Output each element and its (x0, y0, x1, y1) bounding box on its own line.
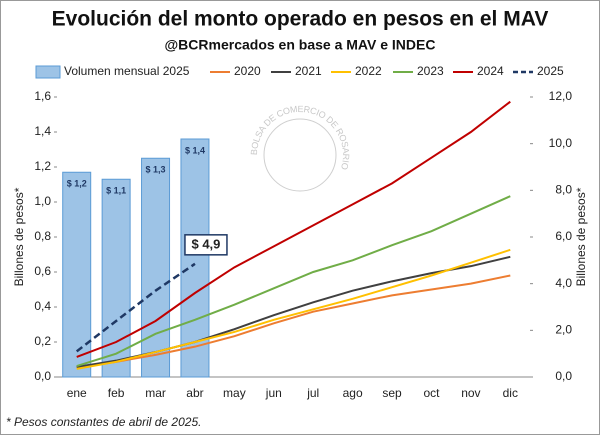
bar-label: $ 1,1 (106, 186, 126, 196)
y2-axis-label: Billones de pesos* (574, 187, 588, 286)
y2-tick-label: 2,0 (555, 323, 572, 337)
bar (101, 178, 131, 378)
y-tick-label: 0,2 (34, 334, 51, 348)
y-tick-label: 0,0 (34, 369, 51, 383)
line (76, 274, 511, 369)
x-tick-label: jun (265, 386, 282, 400)
x-tick-label: abr (186, 386, 203, 400)
y2-tick-label: 6,0 (555, 229, 572, 243)
y-tick-label: 1,0 (34, 194, 51, 208)
x-tick-label: sep (382, 386, 402, 400)
x-tick-label: nov (461, 386, 480, 400)
legend-label: 2022 (355, 64, 382, 78)
legend-swatch (35, 65, 61, 79)
legend-label: 2023 (417, 64, 444, 78)
x-tick-label: jul (306, 386, 319, 400)
x-tick-label: ago (343, 386, 363, 400)
y-tick-label: 0,8 (34, 229, 51, 243)
legend-label: 2025 (537, 64, 564, 78)
bar-label: $ 1,3 (146, 165, 166, 175)
legend-label: 2021 (295, 64, 322, 78)
value-label-box (184, 234, 228, 256)
x-tick-label: dic (503, 386, 518, 400)
line (76, 195, 511, 367)
bar (62, 171, 92, 378)
y2-tick-label: 0,0 (555, 369, 572, 383)
x-tick-label: mar (145, 386, 166, 400)
y-tick-label: 1,6 (34, 89, 51, 103)
footnote: * Pesos constantes de abril de 2025. (6, 415, 201, 429)
line (75, 262, 196, 353)
y-tick-label: 0,4 (34, 299, 51, 313)
legend-label: 2020 (234, 64, 261, 78)
y2-tick-label: 8,0 (555, 183, 572, 197)
y2-tick-label: 12,0 (549, 89, 573, 103)
bar-label: $ 1,2 (67, 179, 87, 189)
line (76, 100, 511, 358)
y-axis-label: Billones de pesos* (12, 187, 26, 286)
x-tick-label: feb (108, 386, 125, 400)
x-tick-label: oct (423, 386, 440, 400)
value-label: $ 4,9 (191, 236, 220, 251)
chart-title: Evolución del monto operado en pesos en … (52, 8, 549, 31)
y-tick-label: 1,4 (34, 124, 51, 138)
bar (141, 157, 171, 378)
y2-tick-label: 10,0 (549, 136, 573, 150)
bar-label: $ 1,4 (185, 145, 205, 155)
x-tick-label: may (223, 386, 246, 400)
x-tick-label: ene (67, 386, 87, 400)
legend-label: Volumen mensual 2025 (64, 64, 190, 78)
bar (180, 138, 210, 378)
legend-label: 2024 (477, 64, 504, 78)
y2-tick-label: 4,0 (555, 276, 572, 290)
line (76, 248, 511, 370)
y-tick-label: 0,6 (34, 264, 51, 278)
chart-subtitle: @BCRmercados en base a MAV e INDEC (165, 37, 436, 53)
watermark-ring (263, 118, 337, 192)
y-tick-label: 1,2 (34, 159, 51, 173)
